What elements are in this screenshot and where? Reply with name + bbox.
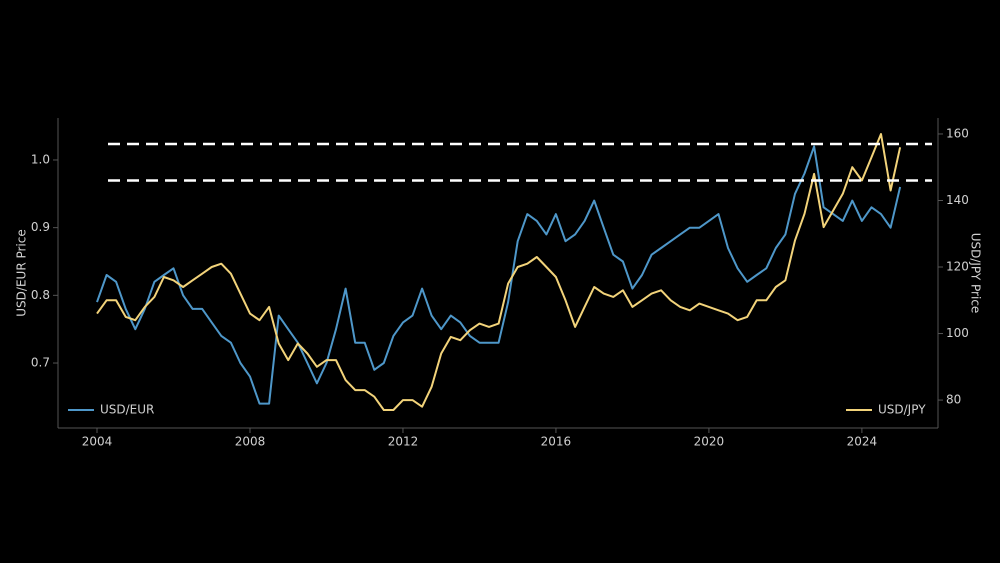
y2-tick-label: 100	[946, 326, 969, 340]
y2-tick-label: 80	[946, 393, 961, 407]
y2-tick-label: 120	[946, 260, 969, 274]
x-tick-label: 2004	[82, 435, 113, 449]
y-tick-label: 0.7	[31, 356, 50, 370]
y2-tick-label: 160	[946, 126, 969, 140]
y-tick-label: 0.9	[31, 220, 50, 234]
x-tick-label: 2012	[388, 435, 419, 449]
y-tick-label: 0.8	[31, 288, 50, 302]
series-line	[96, 145, 902, 405]
legend-label: USD/JPY	[878, 403, 926, 417]
x-tick-label: 2016	[541, 435, 572, 449]
legend-label: USD/EUR	[100, 403, 154, 417]
y2-axis-label: USD/JPY Price	[969, 233, 983, 314]
y-tick-label: 1.0	[31, 152, 50, 166]
y-axis-label: USD/EUR Price	[15, 229, 29, 316]
y2-tick-label: 140	[946, 193, 969, 207]
x-tick-label: 2024	[847, 435, 878, 449]
x-tick-label: 2008	[235, 435, 266, 449]
x-tick-label: 2020	[694, 435, 725, 449]
series-line	[96, 133, 902, 411]
